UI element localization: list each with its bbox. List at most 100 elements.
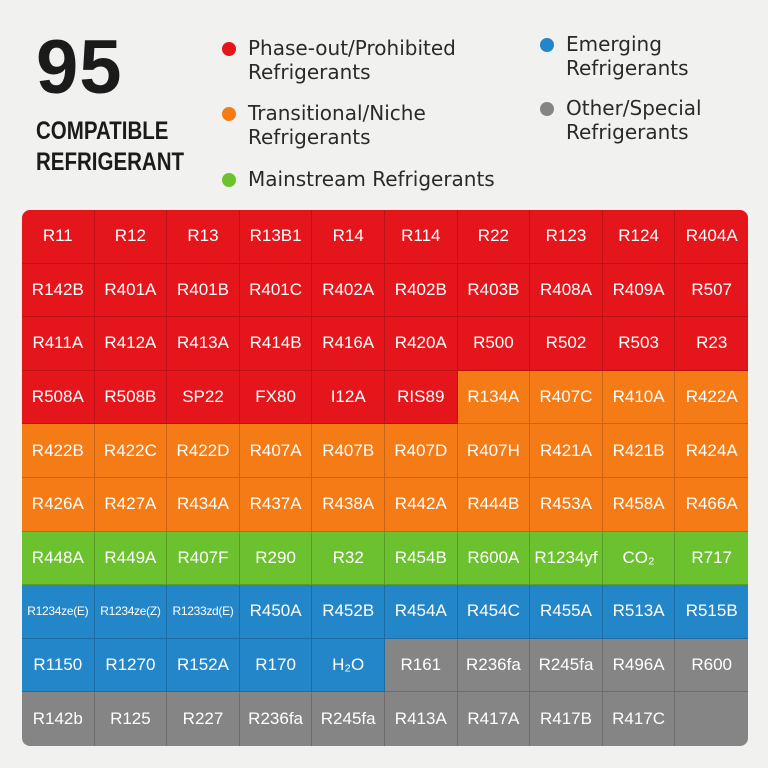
refrigerant-cell: [675, 692, 748, 746]
legend-dot-icon: [540, 38, 554, 52]
compatible-count: 95: [36, 25, 123, 110]
refrigerant-cell: R417C: [602, 692, 676, 746]
refrigerant-cell: R422D: [167, 424, 240, 478]
refrigerant-cell: R448A: [22, 531, 95, 586]
legend-label-line1: Other/Special: [566, 96, 702, 120]
legend-item-mainstream: Mainstream Refrigerants: [222, 167, 495, 191]
legend-dot-icon: [222, 173, 236, 187]
refrigerant-cell: R401B: [167, 263, 240, 318]
refrigerant-cell: R32: [312, 531, 385, 586]
legend-label: Mainstream Refrigerants: [248, 167, 495, 191]
refrigerant-cell: R407D: [384, 424, 458, 478]
refrigerant-grid: R11 R12 R13 R13B1 R14 R114 R22 R123 R124 R404A R14…: [22, 210, 748, 746]
legend-label-line2: Refrigerants: [566, 120, 689, 144]
refrigerant-cell: R1270: [94, 638, 168, 693]
refrigerant-cell: R427A: [94, 477, 168, 532]
refrigerant-cell: R422B: [22, 424, 95, 478]
headline: 95 COMPATIBLE REFRIGERANT: [36, 30, 206, 178]
legend-label-line1: Transitional/Niche: [248, 101, 426, 125]
refrigerant-cell: R438A: [312, 477, 385, 532]
legend-label: Emerging Refrigerants: [566, 32, 689, 80]
legend-dot-icon: [222, 42, 236, 56]
refrigerant-cell: R161: [384, 638, 458, 693]
refrigerant-cell: CO₂: [602, 531, 676, 586]
refrigerant-cell: R453A: [530, 477, 603, 532]
refrigerant-cell: R114: [384, 210, 458, 264]
refrigerant-cell: R454C: [457, 585, 531, 639]
refrigerant-cell: R426A: [22, 477, 95, 532]
legend-item-other: Other/Special Refrigerants: [540, 96, 702, 144]
refrigerant-cell: R466A: [675, 477, 748, 532]
refrigerant-cell: R600: [675, 638, 748, 693]
refrigerant-cell: R407F: [167, 531, 240, 586]
legend-label-line2: Refrigerants: [566, 56, 689, 80]
headline-subtitle-line1: COMPATIBLE: [36, 117, 169, 145]
refrigerant-cell: FX80: [239, 370, 313, 425]
refrigerant-cell: R1150: [22, 638, 95, 693]
refrigerant-cell: R434A: [167, 477, 240, 532]
headline-subtitle: COMPATIBLE REFRIGERANT: [36, 116, 184, 178]
refrigerant-cell: R401A: [94, 263, 168, 318]
refrigerant-cell: R449A: [94, 531, 168, 586]
refrigerant-cell: R245fa: [312, 692, 385, 746]
refrigerant-cell: R416A: [312, 317, 385, 371]
legend-item-emerging: Emerging Refrigerants: [540, 32, 689, 80]
refrigerant-cell: R412A: [94, 317, 168, 371]
refrigerant-cell: R450A: [239, 585, 313, 639]
refrigerant-cell: RIS89: [384, 370, 458, 425]
refrigerant-cell: R125: [94, 692, 168, 746]
refrigerant-cell: R455A: [530, 585, 603, 639]
refrigerant-cell: R496A: [602, 638, 676, 693]
refrigerant-cell: R442A: [384, 477, 458, 532]
refrigerant-cell: R408A: [530, 263, 603, 318]
refrigerant-cell: R23: [675, 317, 748, 371]
refrigerant-cell: R11: [22, 210, 95, 264]
refrigerant-cell: R236fa: [239, 692, 313, 746]
refrigerant-cell: R402B: [384, 263, 458, 318]
refrigerant-cell: R142B: [22, 263, 95, 318]
legend-label-line1: Emerging: [566, 32, 662, 56]
refrigerant-cell: R413A: [384, 692, 458, 746]
refrigerant-cell: R409A: [602, 263, 676, 318]
refrigerant-cell: R290: [239, 531, 313, 586]
refrigerant-cell: R421A: [530, 424, 603, 478]
refrigerant-cell: R245fa: [530, 638, 603, 693]
refrigerant-cell: R421B: [602, 424, 676, 478]
refrigerant-cell: R420A: [384, 317, 458, 371]
refrigerant-cell: R22: [457, 210, 531, 264]
refrigerant-cell: SP22: [167, 370, 240, 425]
refrigerant-cell: R1234ze(E): [22, 585, 95, 639]
refrigerant-cell: R424A: [675, 424, 748, 478]
refrigerant-cell: R170: [239, 638, 313, 693]
refrigerant-cell: R411A: [22, 317, 95, 371]
refrigerant-cell: R401C: [239, 263, 313, 318]
refrigerant-cell: R507: [675, 263, 748, 318]
legend-dot-icon: [540, 102, 554, 116]
legend-item-phaseout: Phase-out/Prohibited Refrigerants: [222, 36, 456, 84]
refrigerant-cell: I12A: [312, 370, 385, 425]
refrigerant-cell: R500: [457, 317, 531, 371]
refrigerant-cell: R515B: [675, 585, 748, 639]
refrigerant-cell: H₂O: [312, 638, 385, 693]
refrigerant-cell: R123: [530, 210, 603, 264]
refrigerant-cell: R407H: [457, 424, 531, 478]
legend-item-transitional: Transitional/Niche Refrigerants: [222, 101, 426, 149]
refrigerant-cell: R502: [530, 317, 603, 371]
refrigerant-cell: R1234ze(Z): [94, 585, 168, 639]
refrigerant-cell: R407B: [312, 424, 385, 478]
refrigerant-cell: R422C: [94, 424, 168, 478]
refrigerant-cell: R437A: [239, 477, 313, 532]
refrigerant-cell: R458A: [602, 477, 676, 532]
legend-label-line2: Refrigerants: [248, 125, 371, 149]
refrigerant-cell: R600A: [457, 531, 531, 586]
legend-label-line1: Mainstream Refrigerants: [248, 167, 495, 191]
refrigerant-cell: R134A: [457, 370, 531, 425]
refrigerant-cell: R508A: [22, 370, 95, 425]
refrigerant-cell: R152A: [167, 638, 240, 693]
refrigerant-cell: R508B: [94, 370, 168, 425]
refrigerant-cell: R454B: [384, 531, 458, 586]
legend-label: Transitional/Niche Refrigerants: [248, 101, 426, 149]
refrigerant-cell: R503: [602, 317, 676, 371]
refrigerant-cell: R124: [602, 210, 676, 264]
legend-dot-icon: [222, 107, 236, 121]
